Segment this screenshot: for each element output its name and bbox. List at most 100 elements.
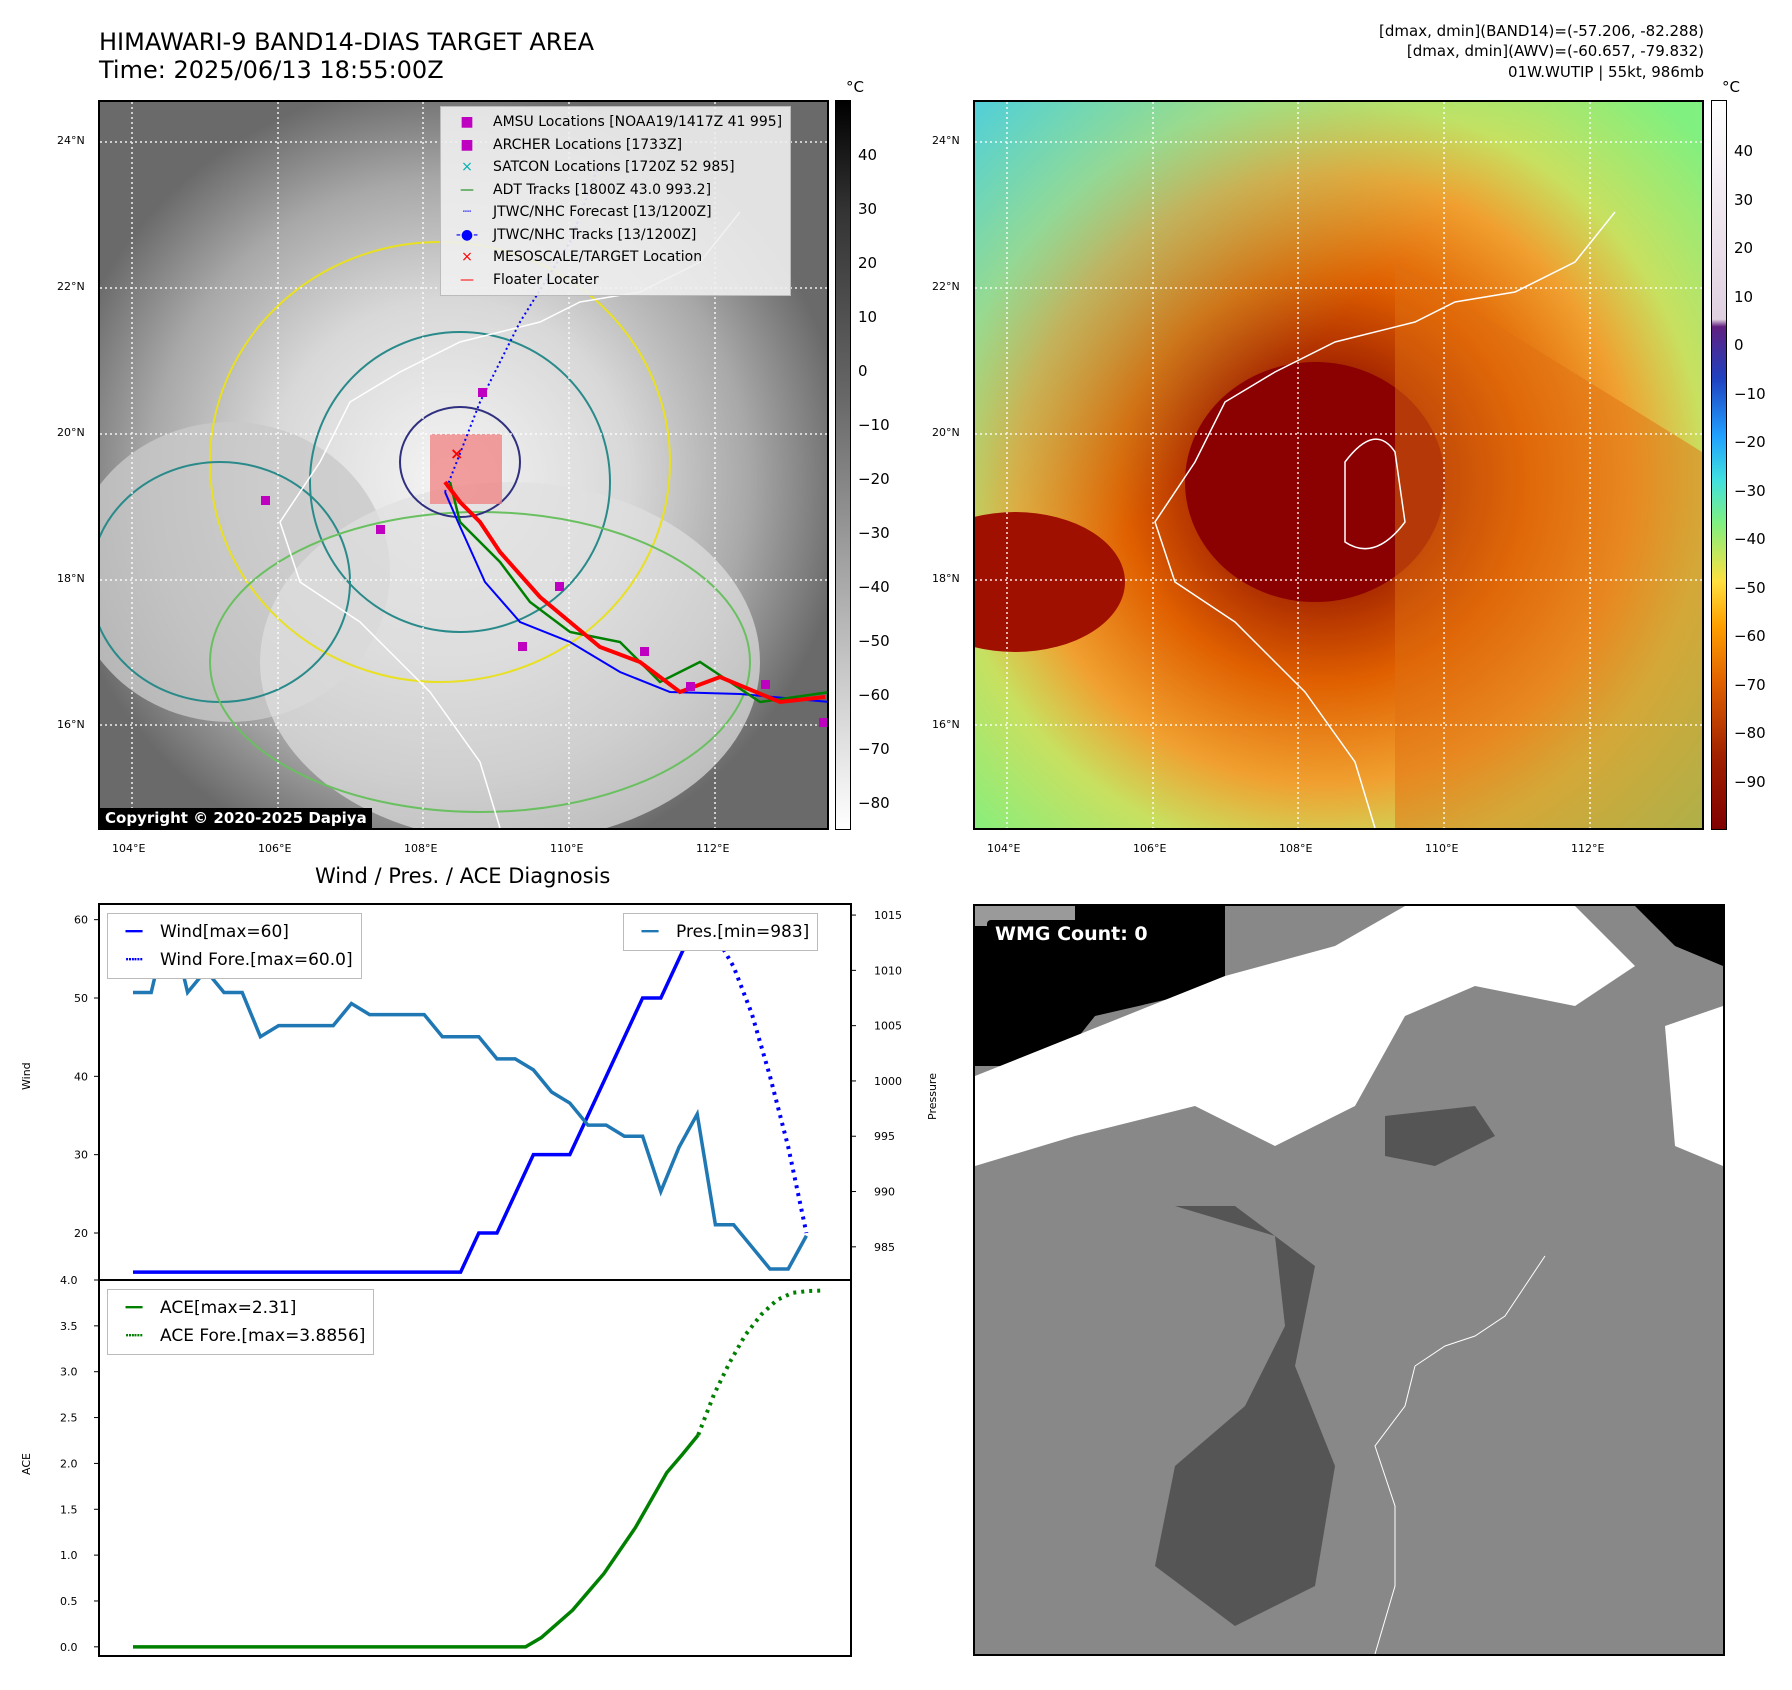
legend-item-wind-fore: ┅┅ Wind Fore.[max=60.0] bbox=[116, 946, 353, 974]
gray-colorbar-unit: °C bbox=[846, 78, 864, 96]
color-colorbar-tick-label: −10 bbox=[1734, 384, 1766, 403]
gray-colorbar-tick-label: 40 bbox=[858, 146, 878, 164]
dmax-band14-text: [dmax, dmin](BAND14)=(-57.206, -82.288) bbox=[1379, 22, 1704, 40]
legend-item-floater: — Floater Locater bbox=[449, 269, 782, 292]
map2-lat-label: 22°N bbox=[932, 280, 960, 293]
legend-item-pressure: ━━ Pres.[min=983] bbox=[632, 918, 810, 946]
colorized-map-image bbox=[975, 102, 1702, 828]
ace-ytick-label: 3.0 bbox=[60, 1366, 78, 1379]
map2-lat-label: 24°N bbox=[932, 134, 960, 147]
figure-title-line1: HIMAWARI-9 BAND14-DIAS TARGET AREA bbox=[99, 28, 595, 56]
colorized-map-panel bbox=[973, 100, 1704, 830]
map2-lon-label: 106°E bbox=[1133, 842, 1167, 855]
color-colorbar-tick-label: 30 bbox=[1734, 190, 1754, 209]
band14-map-panel: × ■ AMSU Locations [NOAA19/1417Z 41 995] … bbox=[98, 100, 829, 830]
color-colorbar-tick-label: 10 bbox=[1734, 287, 1754, 306]
gray-colorbar-tick-label: −50 bbox=[858, 632, 890, 650]
map2-lon-label: 108°E bbox=[1279, 842, 1313, 855]
map2-lon-label: 104°E bbox=[987, 842, 1021, 855]
gray-colorbar-tick-label: 30 bbox=[858, 200, 878, 218]
gray-colorbar-tick-label: −20 bbox=[858, 470, 890, 488]
wind-ytick-label: 20 bbox=[74, 1227, 88, 1240]
wind-forecast-line bbox=[695, 918, 809, 1234]
color-colorbar-unit: °C bbox=[1722, 78, 1740, 96]
color-colorbar-tick-label: −70 bbox=[1734, 675, 1766, 694]
adt-line-icon: — bbox=[460, 181, 474, 198]
legend-item-mesoscale: × MESOSCALE/TARGET Location bbox=[449, 246, 782, 269]
ace-ytick-label: 1.5 bbox=[60, 1503, 78, 1516]
amsu-marker-icon: ■ bbox=[460, 114, 474, 130]
gray-colorbar-tick-label: −40 bbox=[858, 578, 890, 596]
map1-lon-label: 112°E bbox=[696, 842, 730, 855]
dmax-awv-text: [dmax, dmin](AWV)=(-60.657, -79.832) bbox=[1406, 42, 1704, 60]
storm-info-text: 01W.WUTIP | 55kt, 986mb bbox=[1508, 63, 1704, 81]
pressure-ytick-label: 990 bbox=[874, 1186, 895, 1199]
map2-lon-label: 110°E bbox=[1425, 842, 1459, 855]
color-colorbar-tick-label: 0 bbox=[1734, 336, 1744, 354]
ace-line-icon: ━━ bbox=[125, 1300, 143, 1316]
ace-ytick-label: 0.5 bbox=[60, 1595, 78, 1608]
map1-lon-label: 104°E bbox=[112, 842, 146, 855]
legend-item-jtwc-forecast: ┈ JTWC/NHC Forecast [13/1200Z] bbox=[449, 201, 782, 224]
wmg-panel: WMG Count: 0 bbox=[973, 904, 1725, 1656]
ace-ytick-label: 1.0 bbox=[60, 1549, 78, 1562]
map2-lat-label: 20°N bbox=[932, 426, 960, 439]
map1-lon-label: 110°E bbox=[550, 842, 584, 855]
wmg-image bbox=[975, 906, 1723, 1654]
ace-ytick-label: 4.0 bbox=[60, 1274, 78, 1287]
legend-item-jtwc-tracks: -●- JTWC/NHC Tracks [13/1200Z] bbox=[449, 224, 782, 247]
map1-lat-label: 16°N bbox=[57, 718, 85, 731]
copyright-text: Copyright © 2020-2025 Dapiya bbox=[100, 808, 372, 828]
wind-ytick-label: 40 bbox=[74, 1070, 88, 1083]
ace-series-line bbox=[133, 1433, 700, 1649]
gray-colorbar-tick-label: −30 bbox=[858, 524, 890, 542]
map1-lat-label: 20°N bbox=[57, 426, 85, 439]
legend-item-archer: ■ ARCHER Locations [1733Z] bbox=[449, 134, 782, 157]
legend-item-ace: ━━ ACE[max=2.31] bbox=[116, 1294, 365, 1322]
map-legend: ■ AMSU Locations [NOAA19/1417Z 41 995] ■ A… bbox=[440, 106, 792, 296]
map1-lon-label: 108°E bbox=[404, 842, 438, 855]
color-colorbar-tick-label: −90 bbox=[1734, 772, 1766, 791]
wind-ytick-label: 30 bbox=[74, 1149, 88, 1162]
wind-legend: ━━ Wind[max=60] ┅┅ Wind Fore.[max=60.0] bbox=[107, 913, 362, 979]
color-colorbar-tick-label: −50 bbox=[1734, 578, 1766, 597]
legend-item-ace-fore: ┅┅ ACE Fore.[max=3.8856] bbox=[116, 1322, 366, 1350]
archer-marker-icon: ■ bbox=[460, 136, 474, 153]
pressure-legend: ━━ Pres.[min=983] bbox=[623, 913, 819, 951]
ace-fore-line-icon: ┅┅ bbox=[125, 1328, 143, 1344]
gray-colorbar-tick-label: −70 bbox=[858, 740, 890, 758]
map1-lon-label: 106°E bbox=[258, 842, 292, 855]
floater-line-icon: — bbox=[460, 271, 474, 288]
gray-colorbar-tick-label: 20 bbox=[858, 254, 878, 272]
gray-colorbar-tick-label: 10 bbox=[858, 308, 878, 326]
pressure-ytick-label: 1010 bbox=[874, 964, 902, 977]
ace-ytick-label: 2.0 bbox=[60, 1457, 78, 1470]
color-colorbar bbox=[1711, 100, 1727, 830]
target-area-box bbox=[430, 434, 502, 504]
figure-title-line2: Time: 2025/06/13 18:55:00Z bbox=[99, 56, 444, 84]
gray-colorbar-tick-label: 0 bbox=[858, 362, 868, 380]
map2-lat-label: 16°N bbox=[932, 718, 960, 731]
ace-legend: ━━ ACE[max=2.31] ┅┅ ACE Fore.[max=3.8856] bbox=[107, 1289, 375, 1355]
gray-colorbar-tick-label: −80 bbox=[858, 794, 890, 812]
pressure-ytick-label: 1000 bbox=[874, 1075, 902, 1088]
map2-lat-label: 18°N bbox=[932, 572, 960, 585]
pressure-ytick-label: 985 bbox=[874, 1241, 895, 1254]
pressure-line-icon: ━━ bbox=[641, 924, 659, 940]
satcon-marker-icon: × bbox=[461, 159, 473, 175]
legend-item-satcon: × SATCON Locations [1720Z 52 985] bbox=[449, 156, 782, 179]
legend-item-adt: — ADT Tracks [1800Z 43.0 993.2] bbox=[449, 179, 782, 202]
pressure-ytick-label: 995 bbox=[874, 1130, 895, 1143]
color-colorbar-tick-label: −60 bbox=[1734, 627, 1766, 645]
ace-ytick-label: 0.0 bbox=[60, 1641, 78, 1654]
color-colorbar-tick-label: 40 bbox=[1734, 142, 1754, 160]
ace-forecast-line bbox=[696, 1288, 824, 1436]
pressure-ytick-label: 1015 bbox=[874, 909, 902, 922]
svg-text:×: × bbox=[450, 444, 463, 463]
color-colorbar-tick-label: 20 bbox=[1734, 239, 1754, 257]
pressure-series-line bbox=[133, 914, 808, 1271]
map1-lat-label: 22°N bbox=[57, 280, 85, 293]
wind-ytick-label: 50 bbox=[74, 992, 88, 1005]
wind-ytick-label: 60 bbox=[74, 914, 88, 927]
ace-ytick-label: 2.5 bbox=[60, 1412, 78, 1425]
